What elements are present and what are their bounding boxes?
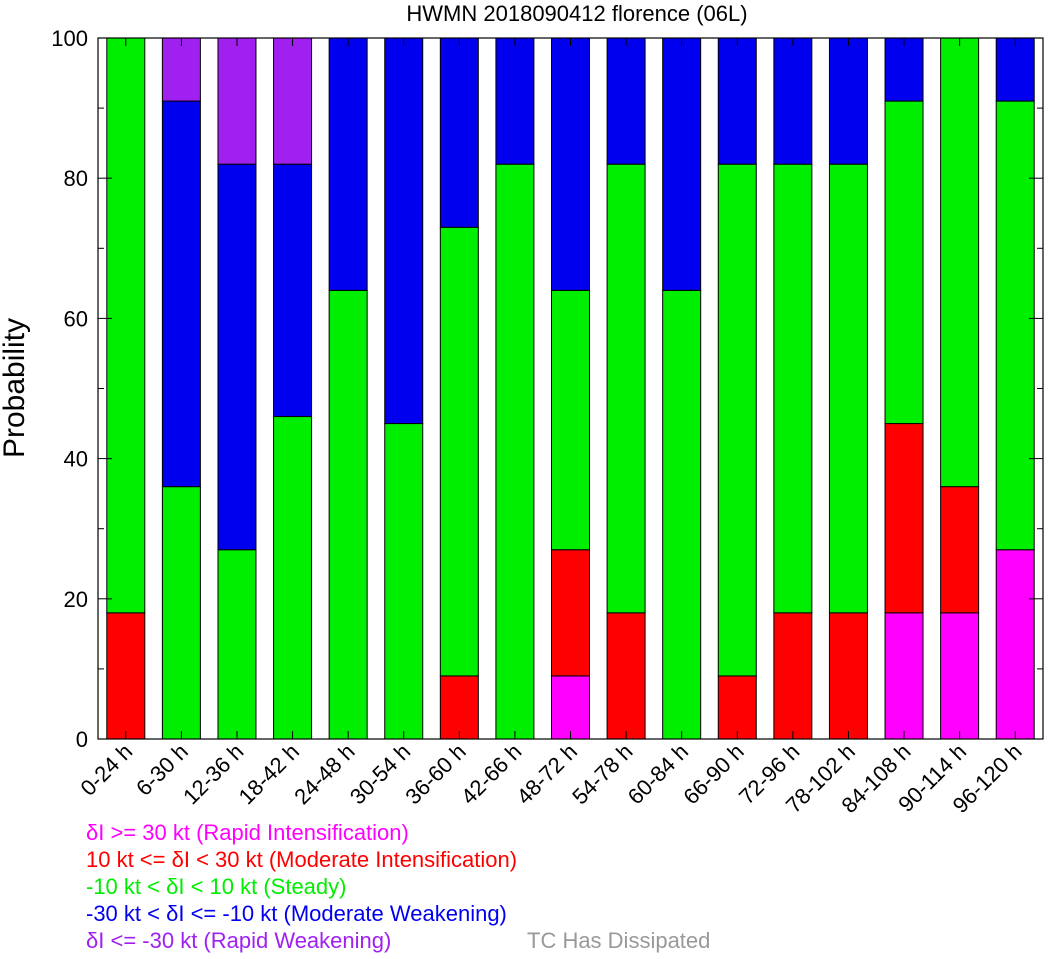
x-tick-label: 66-90 h	[678, 739, 748, 809]
x-tick-label: 48-72 h	[512, 739, 582, 809]
bar-segment	[495, 163, 535, 740]
x-tick-label: 18-42 h	[234, 739, 304, 809]
bar-segment	[773, 612, 813, 740]
x-tick-label: 54-78 h	[567, 739, 637, 809]
bars-group	[106, 37, 1035, 740]
bar-segment	[495, 37, 535, 165]
x-tick-label: 24-48 h	[289, 739, 359, 809]
bar-segment	[606, 163, 646, 614]
bar-segment	[884, 100, 924, 425]
bar-segment	[884, 37, 924, 102]
bar-segment	[884, 612, 924, 740]
bar-segment	[940, 486, 980, 614]
bar-segment	[551, 675, 590, 740]
bar-segment	[328, 37, 368, 291]
bar-segment	[884, 423, 924, 614]
bar-segment	[161, 100, 201, 488]
y-axis-label: Probability	[0, 318, 31, 458]
bar-segment	[717, 37, 757, 165]
bar-segment	[551, 37, 590, 291]
bar-segment	[662, 37, 702, 291]
bar-segment	[273, 163, 313, 418]
bar-segment	[773, 37, 813, 165]
chart-title: HWMN 2018090412 florence (06L)	[406, 1, 747, 26]
bar-segment	[439, 37, 479, 228]
bar-segment	[328, 289, 368, 740]
bar-segment	[662, 289, 702, 740]
bar-segment	[717, 675, 757, 740]
y-tick-label: 40	[64, 447, 88, 472]
legend-entry: 10 kt <= δI < 30 kt (Moderate Intensific…	[86, 847, 518, 872]
x-tick-label: 42-66 h	[456, 739, 526, 809]
legend-entry: δI >= 30 kt (Rapid Intensification)	[86, 820, 409, 845]
x-tick-label: 12-36 h	[178, 739, 248, 809]
y-tick-label: 60	[64, 306, 88, 331]
bar-segment	[940, 37, 980, 488]
bar-segment	[217, 163, 257, 551]
bar-segment	[161, 37, 201, 102]
bar-segment	[384, 423, 424, 740]
bar-segment	[717, 163, 757, 677]
x-tick-label: 30-54 h	[345, 739, 415, 809]
bar-segment	[773, 163, 813, 614]
y-tick-label: 100	[51, 26, 88, 51]
bar-segment	[217, 37, 257, 165]
bar-segment	[106, 37, 146, 614]
legend-entry-dissipated: TC Has Dissipated	[527, 928, 711, 953]
bar-segment	[940, 612, 980, 740]
bar-segment	[995, 549, 1035, 740]
bar-segment	[551, 549, 590, 677]
y-tick-label: 80	[64, 166, 88, 191]
bar-segment	[439, 226, 479, 677]
legend-entry: -30 kt < δI <= -10 kt (Moderate Weakenin…	[86, 901, 507, 926]
bar-segment	[273, 416, 313, 740]
bar-segment	[828, 612, 868, 740]
bar-segment	[106, 612, 146, 740]
bar-segment	[606, 612, 646, 740]
x-tick-label: 60-84 h	[623, 739, 693, 809]
bar-segment	[995, 100, 1035, 551]
bar-segment	[551, 289, 590, 551]
bar-segment	[828, 37, 868, 165]
bar-segment	[217, 549, 257, 740]
bar-segment	[828, 163, 868, 614]
bar-segment	[995, 37, 1035, 102]
bar-segment	[439, 675, 479, 740]
bar-segment	[161, 486, 201, 740]
bar-segment	[606, 37, 646, 165]
y-tick-label: 20	[64, 587, 88, 612]
legend-entry: δI <= -30 kt (Rapid Weakening)	[86, 928, 392, 953]
bar-segment	[384, 37, 424, 425]
legend-entry: -10 kt < δI < 10 kt (Steady)	[86, 874, 347, 899]
y-tick-label: 0	[76, 727, 88, 752]
x-tick-label: 36-60 h	[400, 739, 470, 809]
bar-segment	[273, 37, 313, 165]
